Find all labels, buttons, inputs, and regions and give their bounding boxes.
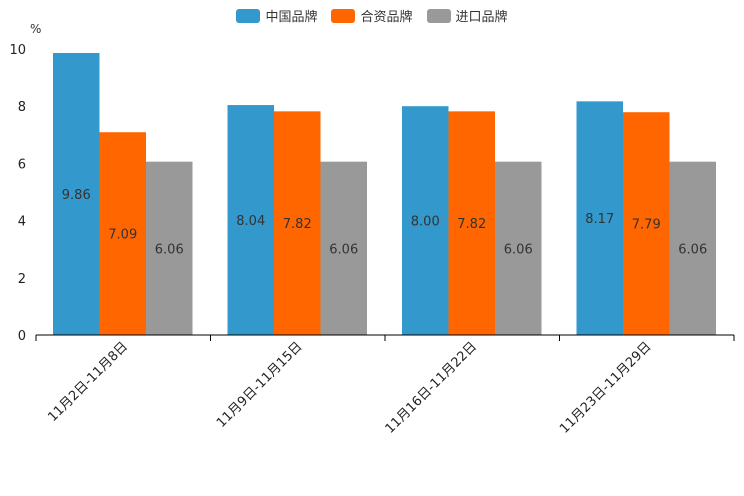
bar-value-label: 6.06 [155, 242, 184, 257]
bar [623, 112, 670, 336]
y-tick-label: 6 [18, 157, 26, 172]
bar-value-label: 6.06 [504, 242, 533, 257]
y-axis-unit-label: % [30, 22, 42, 36]
bar [495, 161, 542, 335]
legend-label-china-brand: 中国品牌 [265, 10, 318, 25]
x-tick-label: 11月2日-11月8日 [45, 339, 131, 425]
bar-value-label: 8.00 [411, 215, 440, 230]
legend-label-joint-venture-brand: 合资品牌 [360, 10, 413, 25]
legend-swatch-china-brand [236, 8, 261, 23]
x-tick-label: 11月23日-11月29日 [557, 339, 654, 436]
y-tick-label: 2 [18, 272, 26, 287]
bar-value-label: 7.82 [457, 217, 486, 232]
legend-label-import-brand: 进口品牌 [455, 10, 508, 25]
bar [99, 132, 146, 335]
x-tick-label: 11月16日-11月22日 [383, 339, 480, 436]
bar-value-label: 9.86 [62, 188, 91, 203]
bar [402, 106, 449, 335]
bar-value-label: 7.79 [632, 218, 661, 233]
bar-value-label: 8.04 [236, 214, 265, 229]
bar-value-label: 6.06 [329, 242, 358, 257]
bar [53, 53, 100, 336]
bar-value-label: 7.82 [283, 217, 312, 232]
bar [320, 161, 367, 335]
bar-value-label: 6.06 [678, 242, 707, 257]
legend-item-import-brand[interactable]: 进口品牌 [426, 6, 508, 25]
bar [274, 111, 321, 336]
x-tick-label: 11月9日-11月15日 [214, 339, 306, 431]
bar-value-label: 7.09 [108, 228, 137, 243]
y-tick-label: 0 [18, 329, 26, 344]
legend-item-china-brand[interactable]: 中国品牌 [236, 6, 317, 25]
y-tick-label: 8 [18, 100, 26, 115]
bar [146, 161, 193, 335]
bar [669, 161, 716, 335]
legend-swatch-import-brand [426, 8, 451, 23]
bar-value-label: 8.17 [585, 212, 614, 227]
chart-legend: 中国品牌 合资品牌 进口品牌 [0, 6, 744, 25]
y-tick-label: 4 [18, 215, 26, 230]
bar [227, 105, 274, 335]
bar [448, 111, 495, 336]
bar [576, 101, 623, 335]
y-tick-label: 10 [9, 43, 26, 58]
legend-swatch-joint-venture-brand [331, 8, 356, 23]
legend-item-joint-venture-brand[interactable]: 合资品牌 [331, 6, 413, 25]
